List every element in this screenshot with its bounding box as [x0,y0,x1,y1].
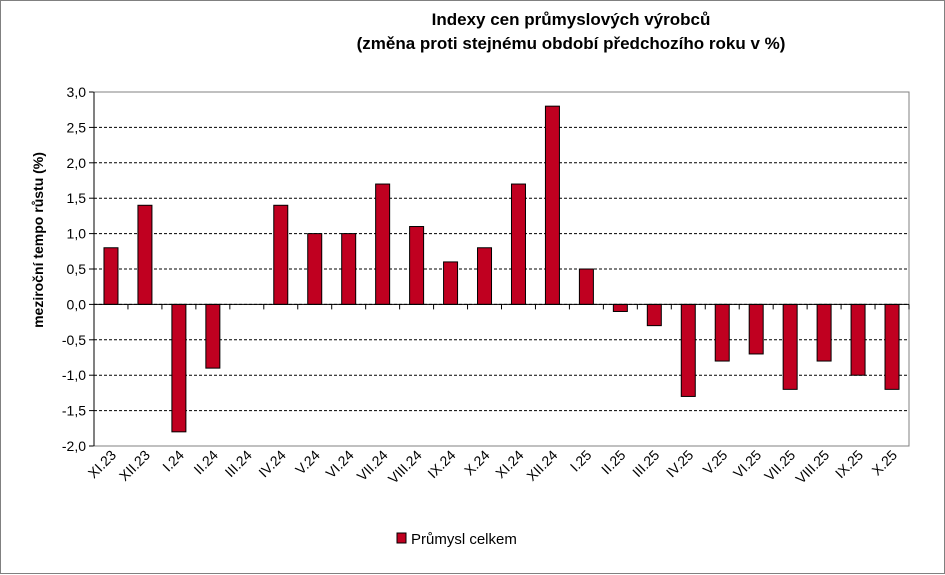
y-tick-label: 3,0 [67,84,87,100]
x-tick-label: VI.24 [322,447,357,482]
x-tick-label: X.24 [461,447,493,479]
bar [273,204,289,305]
x-tick-label: II.25 [598,447,629,478]
y-tick-label: 2,5 [67,119,87,135]
bar [884,303,900,390]
bar [443,261,459,305]
chart-subtitle: (změna proti stejnému období předchozího… [357,34,786,53]
bar [171,303,187,433]
y-tick-label: 2,0 [67,155,87,171]
bar [850,303,866,376]
y-tick-label: 1,0 [67,226,87,242]
x-tick-label: V.25 [700,447,731,478]
bar [375,183,391,305]
x-tick-label: VIII.25 [792,447,832,487]
x-tick-label: VI.25 [730,447,765,482]
y-tick-label: -2,0 [62,438,86,454]
bar [510,183,526,305]
bar [816,303,832,362]
gridlines [89,91,909,447]
bar [782,303,798,390]
bar [137,204,153,305]
bar [612,303,628,312]
y-tick-labels: -2,0 -1,5 -1,0 -0,5 0,0 0,5 1,0 1,5 2,0 2,5 3,0 [62,84,86,454]
x-tick-label: IX.25 [832,447,867,482]
bar [714,303,730,362]
bar [680,303,696,397]
x-tick-label: III.25 [629,447,662,480]
y-axis-label: meziroční tempo růstu (%) [30,152,46,328]
axes [93,91,910,447]
x-tick-label: XI.24 [492,447,527,482]
legend-label: Průmysl celkem [411,531,517,548]
x-tick-label: V.24 [292,447,323,478]
chart-title: Indexy cen průmyslových výrobců [432,10,711,29]
x-tick-label: VIII.24 [385,447,425,487]
bar [544,105,560,305]
x-tick-label: II.24 [190,447,221,478]
x-tick-label: X.25 [868,447,900,479]
bar [341,233,357,305]
x-tick-label: XI.23 [85,447,120,482]
y-tick-label: 1,5 [67,190,87,206]
x-tick-label: I.24 [159,447,187,475]
bar [748,303,764,355]
x-tick-label: XII.24 [523,447,560,484]
x-tick-label: IV.25 [663,447,697,481]
bar [103,247,119,305]
x-tick-label: XII.23 [116,447,153,484]
legend: Průmysl celkem [396,531,517,548]
x-tick-label: VII.24 [354,447,391,484]
y-tick-label: -0,5 [62,332,86,348]
bar [477,247,493,305]
y-tick-label: 0,5 [67,261,87,277]
y-tick-label: -1,5 [62,403,86,419]
bar [646,303,662,327]
x-tick-label: I.25 [567,447,595,475]
bar [409,226,425,305]
x-tick-label: III.24 [222,447,255,480]
legend-swatch [396,532,407,544]
x-tick-label: IV.24 [255,447,289,481]
x-tick-label: IX.24 [424,447,459,482]
x-tick-label: VII.25 [761,447,798,484]
bar [578,268,594,305]
bar [307,233,323,305]
y-tick-label: 0,0 [67,296,87,312]
bar [205,303,221,369]
y-tick-label: -1,0 [62,367,86,383]
